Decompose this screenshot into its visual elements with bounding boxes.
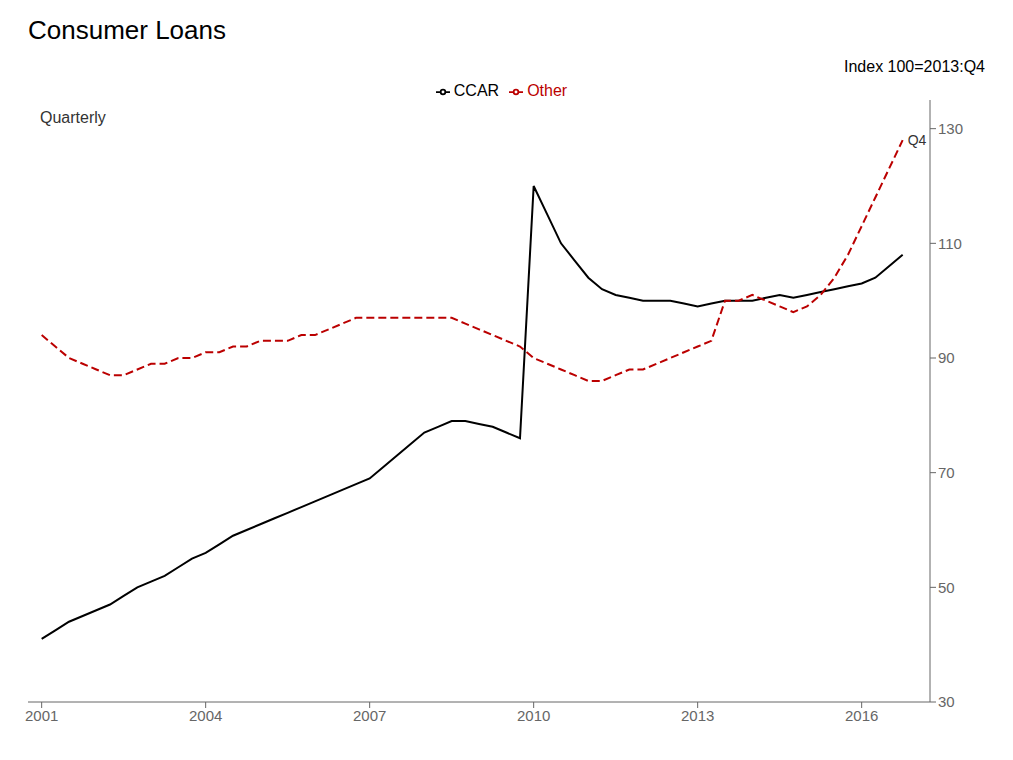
svg-text:90: 90	[938, 349, 955, 366]
svg-text:2013: 2013	[681, 707, 714, 724]
svg-text:70: 70	[938, 464, 955, 481]
svg-text:Quarterly: Quarterly	[40, 109, 106, 126]
svg-text:30: 30	[938, 693, 955, 710]
svg-text:Q4: Q4	[908, 132, 927, 148]
html-text:Index 100=2013:Q4: Index 100=2013:Q4	[844, 58, 985, 75]
html-text:Other: Other	[527, 82, 568, 99]
svg-text:130: 130	[938, 120, 963, 137]
svg-text:110: 110	[938, 235, 962, 252]
svg-text:2007: 2007	[353, 707, 386, 724]
svg-text:2016: 2016	[845, 707, 878, 724]
html-text:Consumer Loans: Consumer Loans	[28, 15, 226, 45]
svg-text:2010: 2010	[517, 707, 550, 724]
svg-text:2004: 2004	[189, 707, 222, 724]
svg-text:50: 50	[938, 579, 955, 596]
svg-text:2001: 2001	[25, 707, 58, 724]
html-text:CCAR: CCAR	[453, 82, 500, 99]
